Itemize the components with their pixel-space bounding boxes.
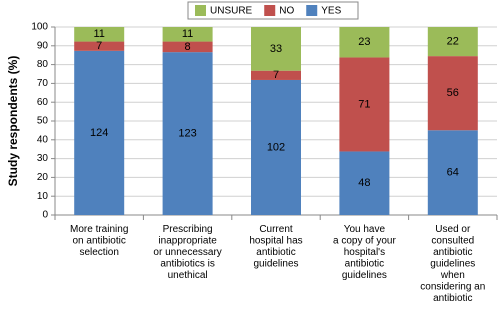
bar-segment <box>74 27 125 42</box>
x-tick-label: Current hospital has antibiotic guidelines <box>249 224 302 270</box>
y-tick-label: 100 <box>31 22 48 33</box>
bar-segment <box>74 41 125 51</box>
y-tick-label: 10 <box>37 191 49 202</box>
data-label: 11 <box>182 28 193 40</box>
y-tick-label: 90 <box>37 40 49 51</box>
bar-segment <box>162 52 213 215</box>
data-label: 124 <box>90 127 108 139</box>
bar-segment <box>251 79 301 215</box>
bar-segment <box>251 70 301 80</box>
y-tick-label: 50 <box>37 116 49 127</box>
legend-swatch <box>306 5 318 16</box>
data-label: 64 <box>447 167 459 179</box>
data-label: 7 <box>96 40 102 52</box>
legend-label: YES <box>321 6 341 17</box>
bar-segment <box>339 151 390 215</box>
x-tick-label: Prescribing inappropriate or unnecessary an… <box>153 224 221 281</box>
data-label: 102 <box>267 141 285 153</box>
bar-segment <box>339 27 390 58</box>
y-tick-label: 70 <box>37 78 49 89</box>
y-tick-label: 40 <box>37 134 49 145</box>
data-label: 33 <box>270 43 282 55</box>
data-label: 71 <box>358 98 370 110</box>
bar-segment <box>427 27 478 57</box>
y-tick-label: 0 <box>42 210 48 221</box>
data-label: 48 <box>358 177 370 189</box>
legend-label: NO <box>279 6 294 17</box>
x-tick-label: Used or consulted antibiotic guidelines when… <box>420 224 485 304</box>
x-tick-label: More training on antibiotic selection <box>70 224 128 258</box>
y-tick-label: 20 <box>37 172 49 183</box>
bar-segment <box>339 57 390 152</box>
data-label: 123 <box>178 127 196 139</box>
y-tick-label: 60 <box>37 97 49 108</box>
y-axis-label: Study respondents (%) <box>6 56 20 187</box>
data-label: 7 <box>273 69 279 81</box>
data-label: 23 <box>358 36 370 48</box>
bar-segment <box>251 27 301 71</box>
legend-swatch <box>264 5 276 16</box>
data-label: 56 <box>447 87 459 99</box>
bar-segment <box>162 27 213 42</box>
legend: UNSURE NO YES <box>187 1 359 20</box>
bar-segment <box>74 50 125 215</box>
data-label: 8 <box>185 41 191 53</box>
y-tick-label: 30 <box>37 153 49 164</box>
legend-label: UNSURE <box>210 6 253 17</box>
data-label: 22 <box>447 35 459 47</box>
bar-segment <box>427 130 478 215</box>
bar-segment <box>162 41 213 53</box>
data-label: 11 <box>93 28 104 40</box>
bar-segment <box>427 56 478 131</box>
x-tick-label: You have a copy of your hospital's antibiot… <box>333 224 396 281</box>
legend-swatch <box>195 5 206 16</box>
y-tick-label: 80 <box>37 59 49 70</box>
